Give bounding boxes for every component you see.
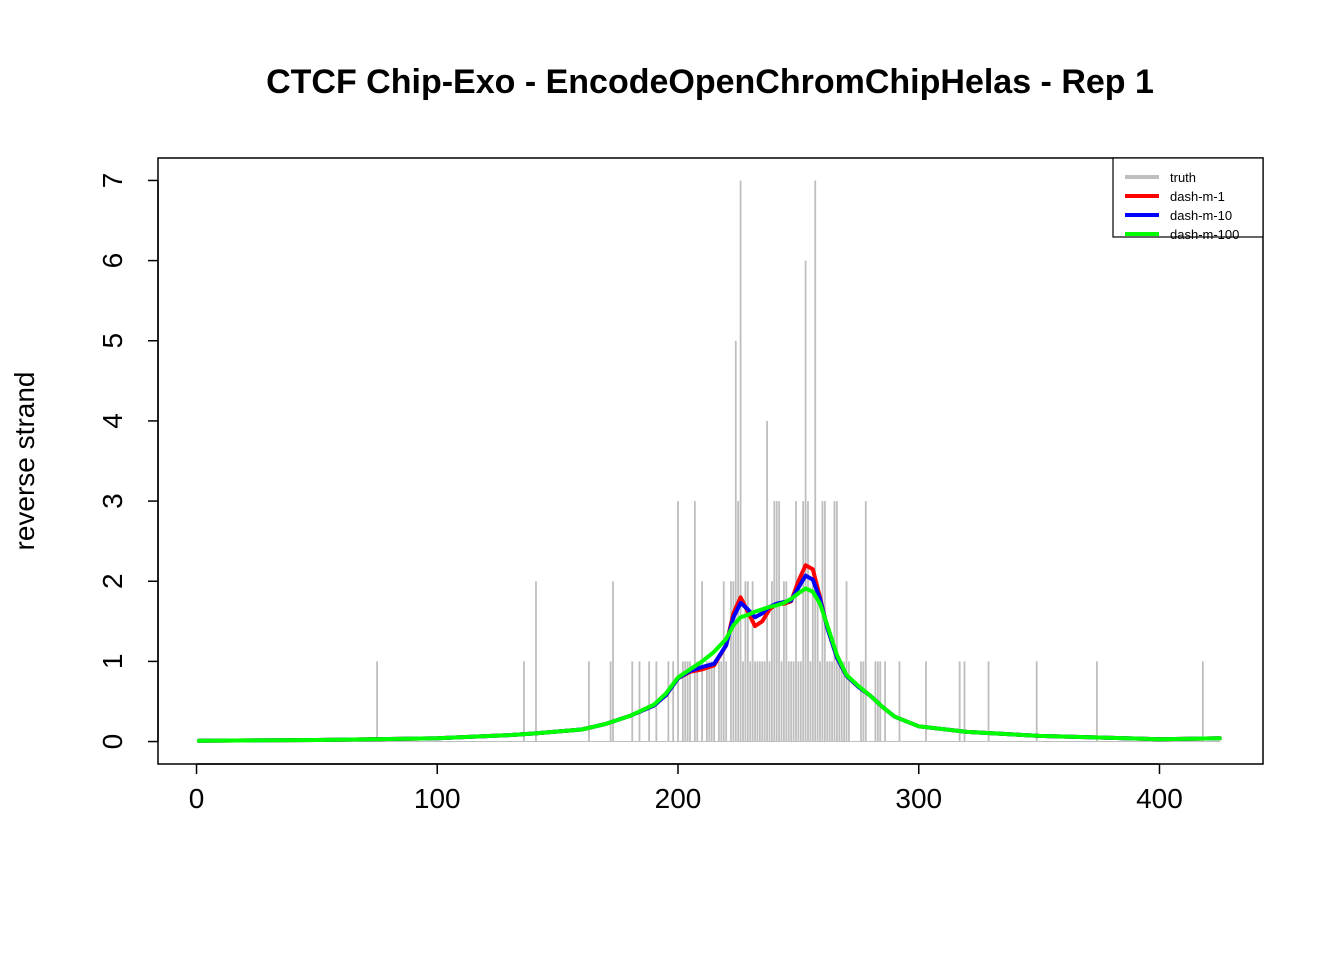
x-tick-label: 200	[655, 783, 702, 814]
series-lines	[196, 563, 1222, 743]
chart-title: CTCF Chip-Exo - EncodeOpenChromChipHelas…	[266, 63, 1154, 101]
legend-label: dash-m-100	[1170, 227, 1239, 242]
y-tick-label: 2	[97, 573, 128, 589]
y-tick-label: 3	[97, 493, 128, 509]
y-tick-label: 1	[97, 654, 128, 670]
y-tick-label: 0	[97, 734, 128, 750]
x-axis: 0 100 200 300 400	[189, 763, 1183, 814]
legend-label: dash-m-10	[1170, 208, 1232, 223]
legend-label: truth	[1170, 170, 1196, 185]
legend-label: dash-m-1	[1170, 189, 1225, 204]
x-tick-label: 400	[1136, 783, 1183, 814]
legend: truth dash-m-1 dash-m-10 dash-m-100	[1112, 157, 1264, 242]
y-tick-label: 4	[97, 413, 128, 429]
series-line-dash-m-100	[196, 586, 1222, 743]
y-tick-label: 7	[97, 173, 128, 189]
x-tick-label: 0	[189, 783, 205, 814]
x-tick-label: 100	[414, 783, 461, 814]
y-tick-label: 6	[97, 253, 128, 269]
y-tick-label: 5	[97, 333, 128, 349]
x-tick-label: 300	[895, 783, 942, 814]
y-axis-label: reverse strand	[9, 372, 40, 551]
y-axis: 0 1 2 3 4 5 6 7	[97, 173, 159, 750]
